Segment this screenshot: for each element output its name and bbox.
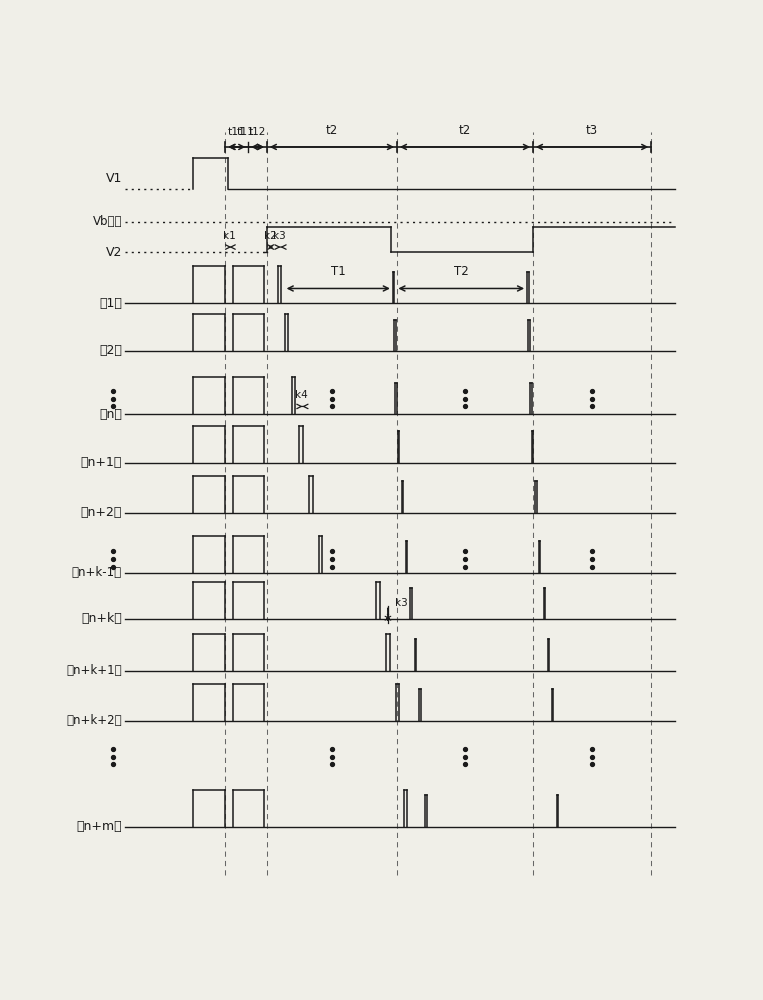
Text: t2: t2	[326, 124, 338, 137]
Text: 第n+k+1行: 第n+k+1行	[66, 664, 122, 677]
Text: 第n+2行: 第n+2行	[81, 506, 122, 519]
Text: k4: k4	[295, 390, 307, 400]
Text: t11: t11	[228, 127, 246, 137]
Text: 第n行: 第n行	[99, 408, 122, 421]
Text: 第n+m行: 第n+m行	[76, 820, 122, 833]
Text: k1: k1	[223, 231, 236, 241]
Text: 第n+k行: 第n+k行	[81, 612, 122, 625]
Text: t11: t11	[237, 127, 255, 137]
Text: 第1行: 第1行	[99, 297, 122, 310]
Text: 第n+k-1行: 第n+k-1行	[72, 566, 122, 579]
Text: V2: V2	[105, 246, 122, 259]
Text: 第2行: 第2行	[99, 344, 122, 358]
Text: 第n+1行: 第n+1行	[81, 456, 122, 469]
Text: k3: k3	[395, 598, 407, 608]
Text: T2: T2	[454, 265, 468, 278]
Text: V1: V1	[105, 172, 122, 185]
Text: t3: t3	[586, 124, 598, 137]
Text: k3: k3	[272, 231, 285, 241]
Text: Vb基准: Vb基准	[92, 215, 122, 228]
Text: t12: t12	[249, 127, 266, 137]
Text: T1: T1	[331, 265, 346, 278]
Text: t2: t2	[459, 124, 471, 137]
Text: k2: k2	[264, 231, 277, 241]
Text: 第n+k+2行: 第n+k+2行	[66, 714, 122, 727]
